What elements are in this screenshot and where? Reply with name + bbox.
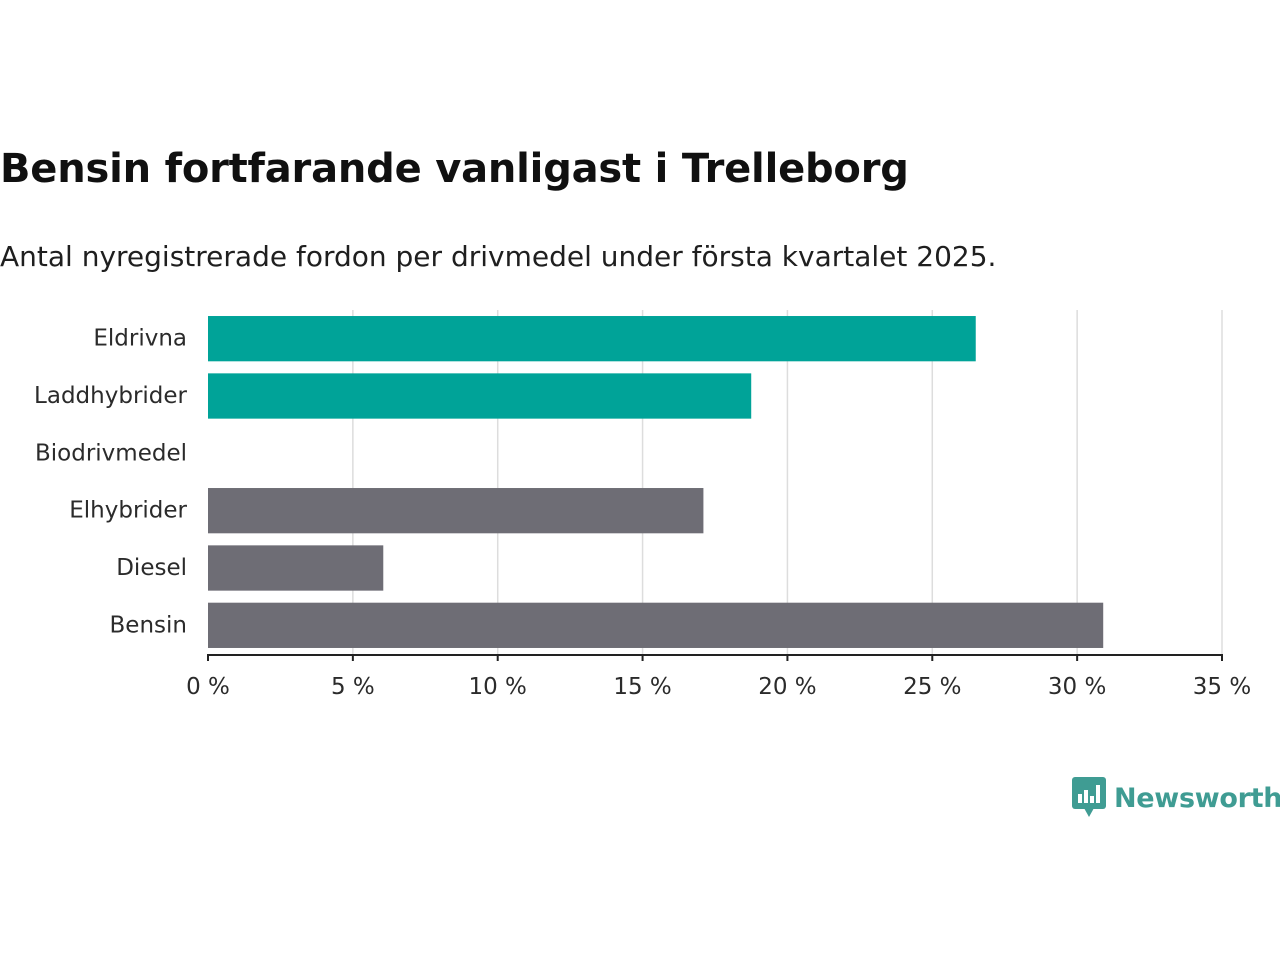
y-tick-label: Laddhybrider bbox=[34, 383, 187, 409]
bar bbox=[208, 488, 704, 534]
x-tick-label: 25 % bbox=[903, 674, 961, 700]
y-tick-label: Biodrivmedel bbox=[35, 440, 187, 466]
x-tick-label: 0 % bbox=[186, 674, 230, 700]
chart-title: Bensin fortfarande vanligast i Trellebor… bbox=[0, 146, 909, 192]
bar bbox=[208, 602, 1104, 648]
newsworthy-logo: Newsworthy bbox=[1072, 776, 1280, 820]
chart-subtitle: Antal nyregistrerade fordon per drivmede… bbox=[0, 240, 997, 273]
bar bbox=[208, 545, 384, 591]
bar bbox=[208, 316, 976, 362]
y-tick-label: Elhybrider bbox=[69, 498, 187, 524]
y-tick-label: Bensin bbox=[110, 612, 187, 638]
newsworthy-logo-text: Newsworthy bbox=[1114, 782, 1280, 814]
x-tick-label: 35 % bbox=[1193, 674, 1251, 700]
x-tick-label: 20 % bbox=[758, 674, 816, 700]
bar bbox=[208, 373, 752, 419]
x-tick-label: 15 % bbox=[613, 674, 671, 700]
x-tick-label: 5 % bbox=[331, 674, 375, 700]
y-tick-label: Diesel bbox=[116, 555, 187, 581]
x-tick-label: 10 % bbox=[468, 674, 526, 700]
x-tick-label: 30 % bbox=[1048, 674, 1106, 700]
newsworthy-logo-icon bbox=[1072, 777, 1106, 817]
y-tick-label: Eldrivna bbox=[93, 326, 187, 352]
